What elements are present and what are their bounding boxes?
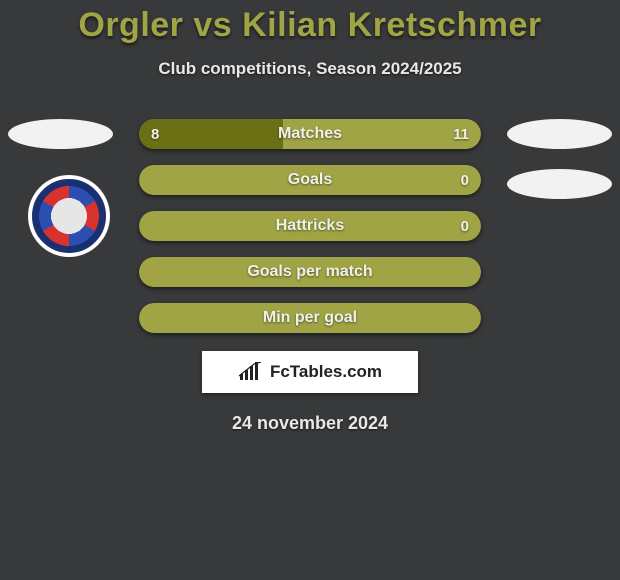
stat-bar-label: Min per goal bbox=[139, 303, 481, 333]
stat-bar-right-value: 11 bbox=[453, 119, 469, 149]
stat-bar-row: Goals per match bbox=[139, 257, 481, 287]
bar-chart-icon bbox=[238, 362, 264, 382]
fctables-logo: FcTables.com bbox=[202, 351, 418, 393]
stat-bar-row: Min per goal bbox=[139, 303, 481, 333]
comparison-panel: Matches811Goals0Hattricks0Goals per matc… bbox=[0, 119, 620, 434]
stat-bar-right-value: 0 bbox=[461, 165, 469, 195]
stat-bar-label: Goals per match bbox=[139, 257, 481, 287]
club-badge-inner bbox=[32, 179, 106, 253]
player-right-oval-2 bbox=[507, 169, 612, 199]
player-right-oval-1 bbox=[507, 119, 612, 149]
fctables-logo-text: FcTables.com bbox=[270, 362, 382, 382]
stat-bar-label: Hattricks bbox=[139, 211, 481, 241]
subtitle: Club competitions, Season 2024/2025 bbox=[0, 59, 620, 79]
player-left-oval bbox=[8, 119, 113, 149]
stat-bar-right-value: 0 bbox=[461, 211, 469, 241]
stat-bar-label: Matches bbox=[139, 119, 481, 149]
date-stamp: 24 november 2024 bbox=[0, 413, 620, 434]
stat-bar-row: Hattricks0 bbox=[139, 211, 481, 241]
stat-bar-row: Matches8 11 bbox=[139, 119, 481, 149]
page-title: Orgler vs Kilian Kretschmer bbox=[0, 0, 620, 45]
stat-bar-left-value: 8 bbox=[151, 119, 159, 149]
stat-bars: Matches811Goals0Hattricks0Goals per matc… bbox=[139, 119, 481, 333]
stat-bar-label: Goals bbox=[139, 165, 481, 195]
stat-bar-row: Goals0 bbox=[139, 165, 481, 195]
club-badge bbox=[28, 175, 110, 257]
